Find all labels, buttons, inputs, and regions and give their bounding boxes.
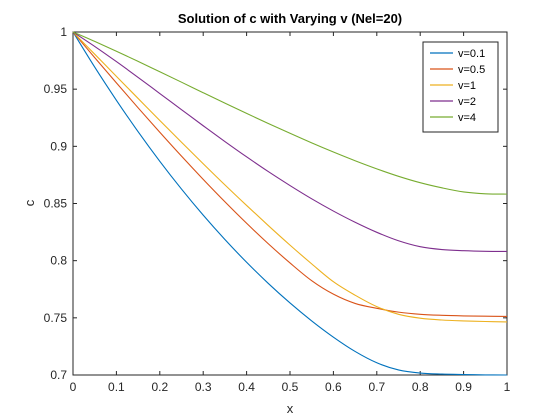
x-tick-label: 0.5 xyxy=(282,380,299,394)
chart-title: Solution of c with Varying v (Nel=20) xyxy=(178,11,402,26)
x-tick-label: 0.9 xyxy=(455,380,472,394)
series-line-v-0-5 xyxy=(72,31,508,318)
lines-layer xyxy=(72,31,508,376)
y-tick-label: 0.75 xyxy=(44,311,68,325)
legend-label: v=0.5 xyxy=(458,64,485,76)
series-line-v-0-1 xyxy=(72,31,508,376)
ticks-layer: 0 0.1 0.2 0.3 0.4 0.5 0.6 0.7 0.8 0.9 1 0.7 0.75 0.8 0… xyxy=(44,25,511,394)
x-tick-label: 0 xyxy=(70,380,77,394)
y-tick-label: 1 xyxy=(60,25,67,39)
legend: v=0.1 v=0.5 v=1 v=2 v=4 xyxy=(422,41,499,133)
series-line-v-1 xyxy=(72,31,508,323)
y-tick-label: 0.7 xyxy=(50,368,67,382)
legend-label: v=2 xyxy=(458,96,476,108)
series-line-v-4 xyxy=(72,31,508,195)
y-tick-label: 0.95 xyxy=(44,82,68,96)
x-tick-label: 0.6 xyxy=(325,380,342,394)
legend-label: v=0.1 xyxy=(458,48,485,60)
y-tick-label: 0.85 xyxy=(44,197,68,211)
x-tick-label: 0.4 xyxy=(238,380,255,394)
x-tick-label: 0.3 xyxy=(195,380,212,394)
x-tick-label: 0.8 xyxy=(412,380,429,394)
x-tick-label: 0.2 xyxy=(151,380,168,394)
legend-label: v=4 xyxy=(458,112,476,124)
y-tick-label: 0.8 xyxy=(50,254,67,268)
y-axis-label: c xyxy=(22,199,37,206)
x-tick-label: 1 xyxy=(504,380,511,394)
legend-label: v=1 xyxy=(458,80,476,92)
y-tick-label: 0.9 xyxy=(50,139,67,153)
x-tick-label: 0.1 xyxy=(108,380,125,394)
x-axis-label: x xyxy=(287,401,294,416)
x-tick-label: 0.7 xyxy=(368,380,385,394)
series-line-v-2 xyxy=(72,31,508,252)
